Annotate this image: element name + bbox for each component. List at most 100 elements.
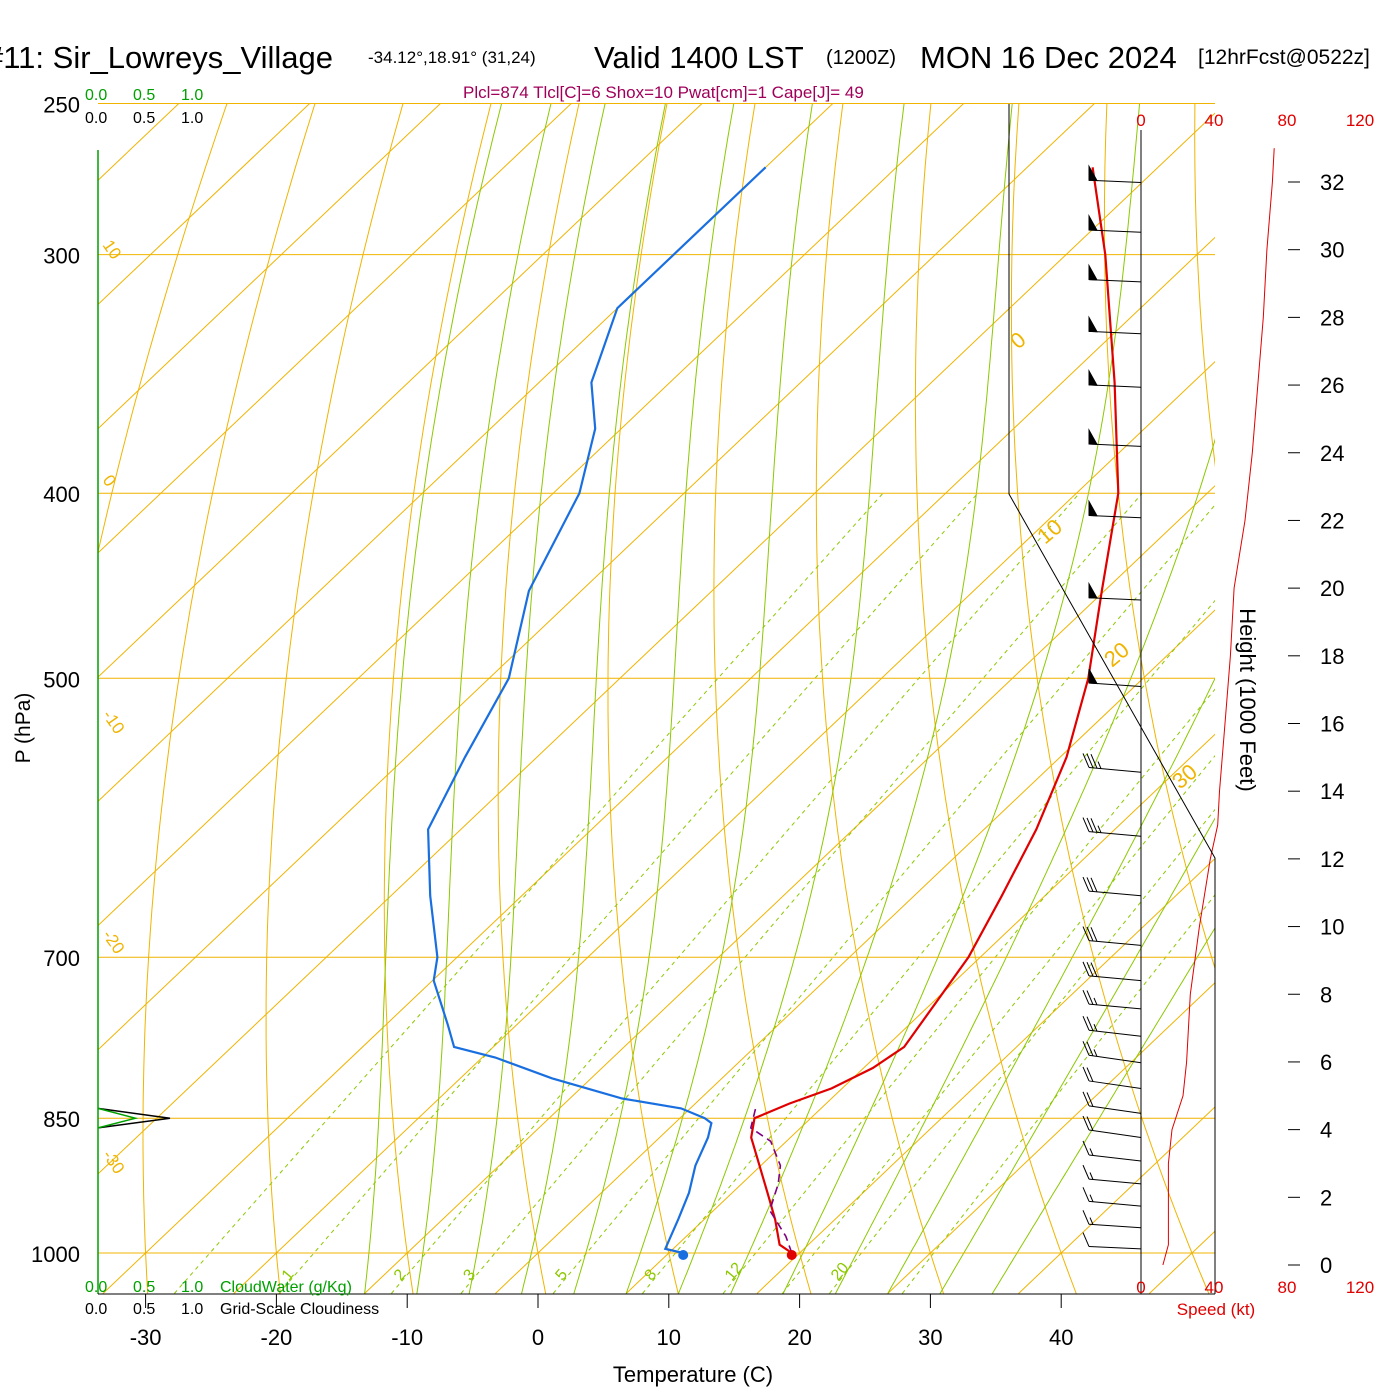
isotherm-label: -20 [99, 926, 129, 957]
speed-tick-label-bottom: 120 [1346, 1278, 1374, 1297]
isobars [98, 103, 1215, 1254]
x-tick-label: 0 [532, 1325, 544, 1350]
cloud-scale-bottom-black-2: 1.0 [181, 1301, 203, 1318]
moist-adiabat-line [416, 104, 552, 1294]
plot-frame [97, 104, 1300, 1308]
dewpoint-line [426, 166, 767, 1255]
moist-adiabat-line [991, 926, 1215, 1294]
dry-adiabat-line [1371, 104, 1400, 1294]
dry-adiabat-line [98, 104, 228, 555]
height-tick-label: 20 [1320, 576, 1344, 601]
dry-adiabat-line [1194, 104, 1215, 468]
mixing-ratio-line [552, 504, 1215, 1294]
x-tick-label: 10 [657, 1325, 681, 1350]
x-tick-label: 40 [1049, 1325, 1073, 1350]
isotherm-line [98, 104, 1095, 1051]
mixing-ratio-label: 2 [391, 1266, 410, 1284]
cloud-scale-bottom-black-0: 0.0 [85, 1301, 107, 1318]
wind-barb [1088, 428, 1142, 447]
height-tick-label: 24 [1320, 441, 1344, 466]
isotherm-line [102, 236, 1215, 1294]
height-axis-label: Height (1000 Feet) [1235, 608, 1260, 791]
cloud-scale-top-black-1: 0.5 [133, 110, 155, 127]
isotherm-line [625, 733, 1215, 1294]
pressure-tick-label: 700 [43, 946, 80, 971]
cloud-scale-bottom-black-1: 0.5 [133, 1301, 155, 1318]
forecast-info: [12hrFcst@0522z] [1198, 46, 1370, 69]
speed-tick-label-top: 40 [1205, 111, 1224, 130]
height-tick-label: 32 [1320, 170, 1344, 195]
x-tick-label: -20 [261, 1325, 293, 1350]
mixing-ratio-line [829, 808, 1215, 1294]
isotherm-label: 20 [1099, 637, 1134, 672]
wind-barb [1088, 315, 1142, 335]
moist-adiabat-line [835, 438, 1215, 1294]
x-tick-label: 20 [787, 1325, 811, 1350]
wind-barb [1082, 1232, 1142, 1250]
wind-barb [1082, 1140, 1142, 1162]
mixing-ratio-label: 12 [722, 1259, 747, 1284]
wind-barb [1082, 961, 1142, 982]
mixing-ratio-line [391, 492, 1080, 1294]
temperature-line [750, 167, 1120, 1254]
stability-indices: Plcl=874 Tlcl[C]=6 Shox=10 Pwat[cm]=1 Ca… [463, 83, 864, 102]
wind-barb [1082, 876, 1142, 897]
wind-barb [1088, 581, 1142, 601]
pressure-tick-label: 1000 [31, 1242, 80, 1267]
dry-adiabat-line [1283, 104, 1400, 1294]
height-tick-label: 14 [1320, 779, 1344, 804]
height-tick-label: 8 [1320, 982, 1332, 1007]
height-tick-label: 10 [1320, 915, 1344, 940]
moist-adiabat-line [521, 104, 666, 1294]
isotherm-line [98, 104, 310, 306]
wind-barb [1082, 1066, 1142, 1089]
pressure-tick-label: 500 [43, 667, 80, 692]
moist-adiabat-line [468, 104, 606, 1294]
valid-time: Valid 1400 LST [594, 40, 804, 75]
height-tick-label: 22 [1320, 508, 1344, 533]
isotherm-line [98, 104, 572, 554]
speed-tick-label-top: 0 [1136, 111, 1145, 130]
moist-adiabat-line [364, 104, 502, 1294]
dry-adiabat-line [1010, 104, 1210, 1294]
isotherm-line [98, 104, 703, 678]
speed-tick-label-bottom: 80 [1278, 1278, 1297, 1297]
dry-adiabat-line [142, 104, 316, 1294]
isotherm-line [98, 112, 1215, 1175]
surface-dewpoint-point [678, 1250, 689, 1260]
height-tick-label: 16 [1320, 712, 1344, 737]
parcel-line [749, 1108, 793, 1254]
height-tick-label: 0 [1320, 1253, 1332, 1278]
speed-tick-label-bottom: 40 [1205, 1278, 1224, 1297]
dry-adiabat-line [914, 104, 1077, 1294]
isotherm-line [364, 485, 1215, 1294]
mixing-ratio-line [722, 688, 1215, 1294]
mixing-ratio-line [460, 492, 1143, 1294]
cloud-water-profile [97, 1107, 139, 1129]
sounding-series [426, 166, 1120, 1260]
pressure-tick-label: 300 [43, 244, 80, 269]
wind-barb [1088, 214, 1142, 233]
speed-tick-label-top: 80 [1278, 111, 1297, 130]
wind-barb [1082, 926, 1142, 946]
pressure-tick-label: 400 [43, 482, 80, 507]
height-tick-label: 30 [1320, 238, 1344, 263]
moist-adiabat-line [939, 817, 1215, 1294]
zulu-time: (1200Z) [826, 47, 896, 69]
moist-adiabat-line [678, 104, 905, 1294]
wind-barb [1088, 369, 1142, 388]
station-title: #11: Sir_Lowreys_Village [0, 40, 333, 75]
isotherm-line [887, 982, 1215, 1294]
cloud-scale-top-black-2: 1.0 [181, 110, 203, 127]
right-frame [1008, 104, 1216, 1294]
speed-axis-label: Speed (kt) [1177, 1300, 1255, 1319]
isotherm-line [98, 104, 441, 430]
x-tick-label: -10 [391, 1325, 423, 1350]
cloud-scale-bottom-green-0: 0.0 [85, 1279, 107, 1296]
x-axis-label: Temperature (C) [613, 1362, 773, 1387]
wind-barb [1082, 1164, 1142, 1185]
speed-tick-label-bottom: 0 [1136, 1278, 1145, 1297]
mixing-ratio-line [782, 755, 1215, 1294]
height-tick-label: 28 [1320, 305, 1344, 330]
isotherm-label: -10 [99, 706, 129, 737]
